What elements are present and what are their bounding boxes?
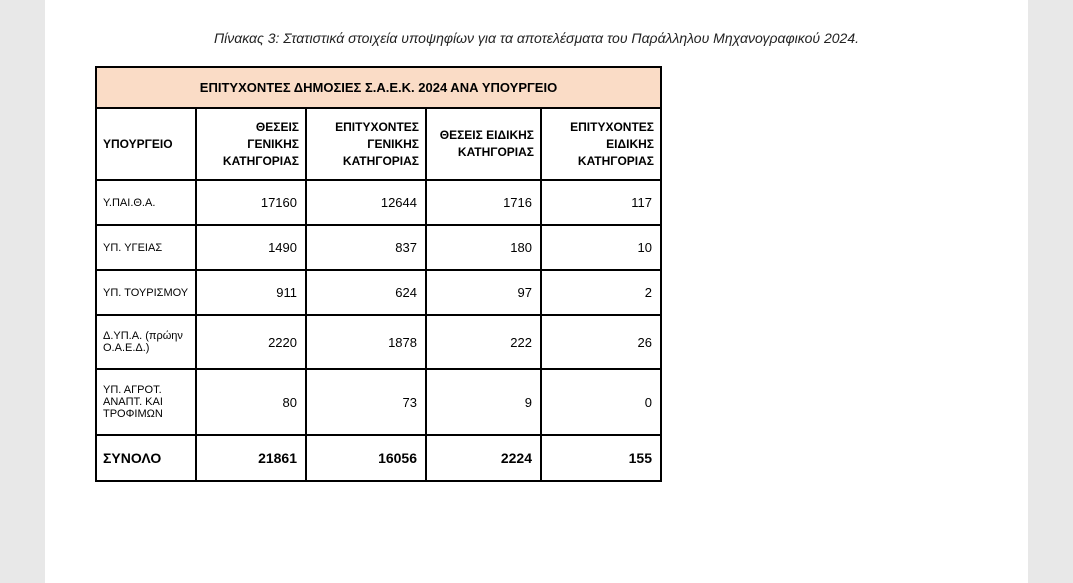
table-title-row: ΕΠΙΤΥΧΟΝΤΕΣ ΔΗΜΟΣΙΕΣ Σ.Α.Ε.Κ. 2024 ΑΝΑ Υ… [96, 67, 661, 108]
cell-success-general: 1878 [306, 315, 426, 369]
header-success-general: ΕΠΙΤΥΧΟΝΤΕΣ ΓΕΝΙΚΗΣ ΚΑΤΗΓΟΡΙΑΣ [306, 108, 426, 180]
header-positions-general: ΘΕΣΕΙΣ ΓΕΝΙΚΗΣ ΚΑΤΗΓΟΡΙΑΣ [196, 108, 306, 180]
cell-positions-special: 222 [426, 315, 541, 369]
cell-success-general: 837 [306, 225, 426, 270]
cell-positions-general: 80 [196, 369, 306, 435]
header-positions-special: ΘΕΣΕΙΣ ΕΙΔΙΚΗΣ ΚΑΤΗΓΟΡΙΑΣ [426, 108, 541, 180]
total-positions-general: 21861 [196, 435, 306, 481]
row-label: ΥΠ. ΥΓΕΙΑΣ [96, 225, 196, 270]
page-content: Πίνακας 3: Στατιστικά στοιχεία υποψηφίων… [45, 0, 1028, 583]
table-row: ΥΠ. ΥΓΕΙΑΣ 1490 837 180 10 [96, 225, 661, 270]
cell-success-general: 624 [306, 270, 426, 315]
header-ministry: ΥΠΟΥΡΓΕΙΟ [96, 108, 196, 180]
cell-positions-special: 180 [426, 225, 541, 270]
total-positions-special: 2224 [426, 435, 541, 481]
table-total-row: ΣΥΝΟΛΟ 21861 16056 2224 155 [96, 435, 661, 481]
cell-positions-special: 97 [426, 270, 541, 315]
total-success-general: 16056 [306, 435, 426, 481]
table-caption: Πίνακας 3: Στατιστικά στοιχεία υποψηφίων… [95, 30, 978, 46]
table-title: ΕΠΙΤΥΧΟΝΤΕΣ ΔΗΜΟΣΙΕΣ Σ.Α.Ε.Κ. 2024 ΑΝΑ Υ… [96, 67, 661, 108]
row-label: Δ.ΥΠ.Α. (πρώην Ο.Α.Ε.Δ.) [96, 315, 196, 369]
table-row: ΥΠ. ΤΟΥΡΙΣΜΟΥ 911 624 97 2 [96, 270, 661, 315]
table-row: Υ.ΠΑΙ.Θ.Α. 17160 12644 1716 117 [96, 180, 661, 225]
cell-success-general: 12644 [306, 180, 426, 225]
cell-positions-special: 1716 [426, 180, 541, 225]
table-row: ΥΠ. ΑΓΡΟΤ. ΑΝΑΠΤ. ΚΑΙ ΤΡΟΦΙΜΩΝ 80 73 9 0 [96, 369, 661, 435]
row-label: ΥΠ. ΑΓΡΟΤ. ΑΝΑΠΤ. ΚΑΙ ΤΡΟΦΙΜΩΝ [96, 369, 196, 435]
cell-success-special: 2 [541, 270, 661, 315]
cell-success-special: 26 [541, 315, 661, 369]
header-success-special: ΕΠΙΤΥΧΟΝΤΕΣ ΕΙΔΙΚΗΣ ΚΑΤΗΓΟΡΙΑΣ [541, 108, 661, 180]
row-label: ΥΠ. ΤΟΥΡΙΣΜΟΥ [96, 270, 196, 315]
total-success-special: 155 [541, 435, 661, 481]
cell-positions-special: 9 [426, 369, 541, 435]
cell-success-special: 10 [541, 225, 661, 270]
cell-positions-general: 17160 [196, 180, 306, 225]
cell-positions-general: 1490 [196, 225, 306, 270]
table-row: Δ.ΥΠ.Α. (πρώην Ο.Α.Ε.Δ.) 2220 1878 222 2… [96, 315, 661, 369]
row-label: Υ.ΠΑΙ.Θ.Α. [96, 180, 196, 225]
table-header-row: ΥΠΟΥΡΓΕΙΟ ΘΕΣΕΙΣ ΓΕΝΙΚΗΣ ΚΑΤΗΓΟΡΙΑΣ ΕΠΙΤ… [96, 108, 661, 180]
cell-success-general: 73 [306, 369, 426, 435]
stats-table: ΕΠΙΤΥΧΟΝΤΕΣ ΔΗΜΟΣΙΕΣ Σ.Α.Ε.Κ. 2024 ΑΝΑ Υ… [95, 66, 662, 482]
cell-success-special: 0 [541, 369, 661, 435]
cell-positions-general: 911 [196, 270, 306, 315]
cell-success-special: 117 [541, 180, 661, 225]
total-label: ΣΥΝΟΛΟ [96, 435, 196, 481]
cell-positions-general: 2220 [196, 315, 306, 369]
